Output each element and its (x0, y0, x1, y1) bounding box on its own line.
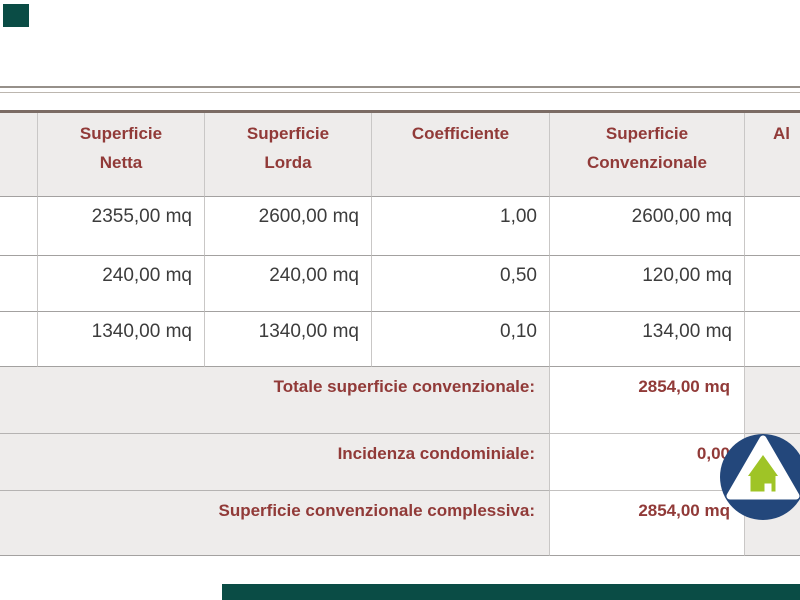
cell-lorda: 240,00 mq (205, 256, 372, 312)
cell-coefficiente: 0,50 (372, 256, 550, 312)
cell-coefficiente: 0,10 (372, 312, 550, 367)
surfaces-table: Superficie Netta Superficie Lorda Coeffi… (0, 110, 800, 556)
header-line: Convenzionale (587, 153, 707, 172)
cell-netta: 1340,00 mq (38, 312, 205, 367)
table-row-cell-empty (0, 197, 38, 256)
cell-lorda: 2600,00 mq (205, 197, 372, 256)
cell-netta: 240,00 mq (38, 256, 205, 312)
header-superficie-lorda: Superficie Lorda (205, 113, 372, 197)
header-line: Superficie (79, 124, 163, 143)
brand-mark (3, 4, 29, 27)
header-superficie-convenzionale: Superficie Convenzionale (550, 113, 745, 197)
header-coefficiente: Coefficiente (372, 113, 550, 197)
table-row-cell-empty (745, 256, 800, 312)
header-line: Superficie (605, 124, 689, 143)
cell-netta: 2355,00 mq (38, 197, 205, 256)
company-logo (719, 433, 800, 521)
cell-coefficiente: 1,00 (372, 197, 550, 256)
header-superficie-netta: Superficie Netta (38, 113, 205, 197)
header-cell-empty (0, 113, 38, 197)
summary-label-incidenza: Incidenza condominiale: (0, 434, 550, 491)
cell-convenzionale: 2600,00 mq (550, 197, 745, 256)
cell-convenzionale: 134,00 mq (550, 312, 745, 367)
cell-lorda: 1340,00 mq (205, 312, 372, 367)
summary-label-totale: Totale superficie convenzionale: (0, 367, 550, 434)
horizontal-rule (0, 86, 800, 93)
header-line: Lorda (264, 153, 312, 172)
summary-label-complessiva: Superficie convenzionale complessiva: (0, 491, 550, 556)
summary-tail-cell (745, 367, 800, 434)
header-truncated-column: Al (745, 113, 800, 197)
summary-value-complessiva: 2854,00 mq (550, 491, 745, 556)
table-row-cell-empty (745, 312, 800, 367)
table-row-cell-empty (0, 312, 38, 367)
header-line: Netta (99, 153, 143, 172)
table-row-cell-empty (0, 256, 38, 312)
summary-value-incidenza: 0,00 (550, 434, 745, 491)
cell-convenzionale: 120,00 mq (550, 256, 745, 312)
footer-bar (222, 584, 800, 600)
table-row-cell-empty (745, 197, 800, 256)
triangle-house-icon (720, 434, 800, 520)
header-line: Superficie (246, 124, 330, 143)
summary-value-totale: 2854,00 mq (550, 367, 745, 434)
